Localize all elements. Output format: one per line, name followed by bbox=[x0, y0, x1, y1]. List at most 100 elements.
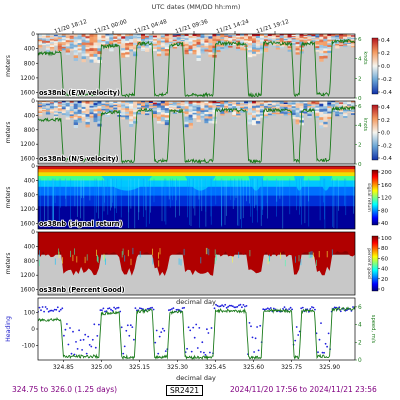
heading-point bbox=[198, 327, 201, 329]
velocity-cell bbox=[204, 40, 209, 43]
velocity-cell bbox=[38, 39, 43, 42]
velocity-cell bbox=[255, 45, 261, 49]
signal-streak bbox=[83, 178, 84, 199]
velocity-cell bbox=[152, 40, 158, 43]
velocity-cell bbox=[259, 107, 265, 110]
velocity-cell bbox=[216, 105, 221, 107]
signal-streak bbox=[114, 178, 115, 221]
velocity-cell bbox=[208, 109, 213, 113]
velocity-cell bbox=[133, 47, 138, 50]
velocity-cell bbox=[137, 45, 142, 47]
pg-speck bbox=[298, 255, 300, 262]
signal-streak bbox=[112, 178, 113, 203]
velocity-cell bbox=[81, 101, 86, 104]
velocity-cell bbox=[248, 36, 253, 39]
velocity-cell bbox=[216, 37, 221, 40]
velocity-cell bbox=[271, 103, 277, 106]
velocity-cell bbox=[303, 110, 308, 113]
velocity-cell bbox=[188, 101, 193, 104]
velocity-cell bbox=[101, 111, 106, 114]
velocity-cell bbox=[232, 34, 237, 36]
velocity-cell bbox=[152, 48, 158, 51]
velocity-cell bbox=[295, 107, 300, 111]
velocity-cell bbox=[125, 54, 130, 58]
velocity-cell bbox=[335, 102, 340, 105]
heading-point bbox=[218, 305, 221, 308]
velocity-cell bbox=[141, 37, 146, 40]
velocity-cell bbox=[184, 34, 189, 37]
velocity-cell bbox=[109, 106, 114, 108]
velocity-cell bbox=[49, 38, 55, 41]
velocity-cell bbox=[125, 47, 130, 51]
heading-point bbox=[189, 329, 192, 332]
velocity-cell bbox=[125, 52, 130, 55]
velocity-cell bbox=[180, 104, 185, 107]
velocity-cell bbox=[287, 35, 292, 38]
velocity-cell bbox=[208, 43, 213, 46]
velocity-cell bbox=[69, 116, 74, 118]
signal-streak bbox=[260, 178, 262, 220]
velocity-cell bbox=[45, 106, 51, 108]
knots-tick-label: 2 bbox=[358, 143, 362, 149]
velocity-cell bbox=[61, 42, 67, 44]
decimal-day-ticks: 324.85 325.00 325.15 325.30 325.45 325.60 325.… bbox=[53, 360, 340, 371]
velocity-cell bbox=[121, 52, 126, 56]
velocity-cell bbox=[283, 40, 288, 42]
velocity-cell bbox=[160, 42, 166, 45]
velocity-cell bbox=[208, 112, 213, 115]
velocity-cell bbox=[42, 38, 47, 40]
heading-point bbox=[213, 307, 216, 310]
velocity-cell bbox=[339, 101, 344, 103]
heading-point bbox=[128, 334, 131, 337]
heading-point bbox=[265, 308, 268, 310]
velocity-cell bbox=[228, 105, 233, 107]
velocity-cell bbox=[263, 106, 269, 109]
velocity-cell bbox=[212, 52, 217, 56]
velocity-cell bbox=[271, 102, 277, 105]
velocity-cell bbox=[125, 113, 130, 116]
velocity-cell bbox=[232, 116, 237, 119]
signal-streak bbox=[145, 178, 147, 211]
signal-streak bbox=[324, 178, 326, 229]
velocity-cell bbox=[73, 103, 78, 107]
velocity-cell bbox=[216, 107, 221, 109]
velocity-cell bbox=[133, 105, 138, 108]
velocity-cell bbox=[351, 37, 355, 40]
velocity-cell bbox=[156, 105, 162, 108]
signal-streak bbox=[116, 178, 117, 213]
velocity-cell bbox=[89, 102, 94, 105]
velocity-cell bbox=[105, 42, 110, 45]
velocity-cell bbox=[121, 102, 126, 105]
pg-speck bbox=[139, 251, 141, 258]
velocity-cell bbox=[319, 42, 324, 46]
heading-point bbox=[110, 308, 112, 311]
velocity-cell bbox=[69, 37, 74, 40]
velocity-cell bbox=[65, 36, 70, 39]
colorbar-tick-label: 0.4 bbox=[381, 105, 390, 111]
velocity-cell bbox=[208, 105, 213, 108]
velocity-cell bbox=[327, 113, 332, 116]
velocity-cell bbox=[45, 34, 51, 37]
velocity-cell bbox=[172, 41, 177, 43]
velocity-cell bbox=[148, 36, 154, 39]
velocity-cell bbox=[121, 45, 126, 49]
velocity-cell bbox=[73, 125, 78, 128]
velocity-cell bbox=[85, 47, 90, 50]
velocity-cell bbox=[156, 44, 162, 48]
heading-point bbox=[117, 306, 120, 309]
velocity-cell bbox=[263, 34, 269, 37]
velocity-cell bbox=[263, 114, 269, 117]
heading-point bbox=[333, 306, 336, 309]
signal-streak bbox=[149, 178, 150, 224]
velocity-cell bbox=[279, 34, 284, 36]
velocity-cell bbox=[263, 37, 269, 40]
velocity-cell bbox=[61, 103, 67, 106]
velocity-cell bbox=[303, 37, 308, 39]
velocity-cell bbox=[148, 108, 154, 110]
velocity-cell bbox=[299, 34, 304, 37]
velocity-cell bbox=[49, 103, 55, 105]
velocity-cell bbox=[113, 103, 118, 105]
signal-streak bbox=[111, 178, 112, 208]
